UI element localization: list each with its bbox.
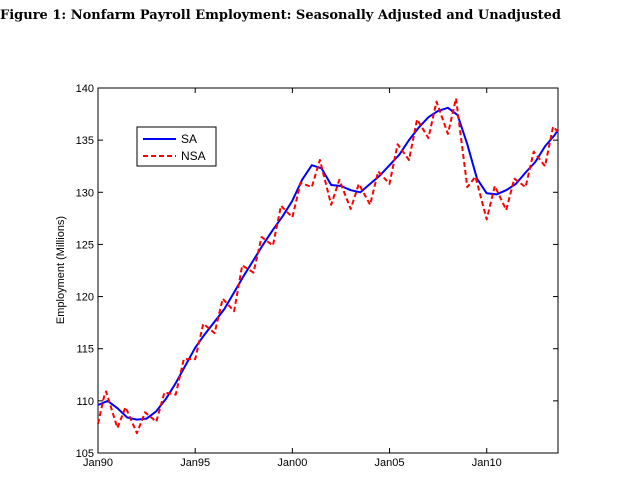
y-tick-label: 120 [76, 292, 94, 304]
legend-nsa-label: NSA [181, 149, 206, 163]
figure-caption: Figure 1: Nonfarm Payroll Employment: Se… [0, 8, 562, 23]
x-tick-label: Jan90 [83, 457, 113, 469]
series-layer [97, 97, 559, 435]
x-tick-label: Jan10 [472, 457, 502, 469]
y-axis: 105 110 115 120 125 130 135 140 [76, 83, 558, 460]
y-tick-label: 130 [76, 187, 94, 199]
series-nsa-line [97, 97, 559, 435]
x-axis: Jan90 Jan95 Jan00 Jan05 Jan10 [83, 88, 502, 469]
y-tick-label: 140 [76, 83, 94, 95]
legend: SA NSA [136, 126, 217, 167]
y-tick-label: 105 [76, 448, 94, 460]
legend-box [136, 126, 217, 167]
y-axis-title: Employment (Millions) [55, 216, 67, 324]
x-tick-label: Jan95 [180, 457, 210, 469]
series-sa-line [97, 106, 559, 421]
y-tick-label: 115 [76, 344, 94, 356]
y-tick-label: 135 [76, 135, 94, 147]
x-tick-label: Jan00 [277, 457, 307, 469]
x-tick-label: Jan05 [375, 457, 405, 469]
y-tick-label: 125 [76, 239, 94, 251]
legend-sa-label: SA [181, 132, 197, 146]
y-tick-label: 110 [76, 396, 94, 408]
